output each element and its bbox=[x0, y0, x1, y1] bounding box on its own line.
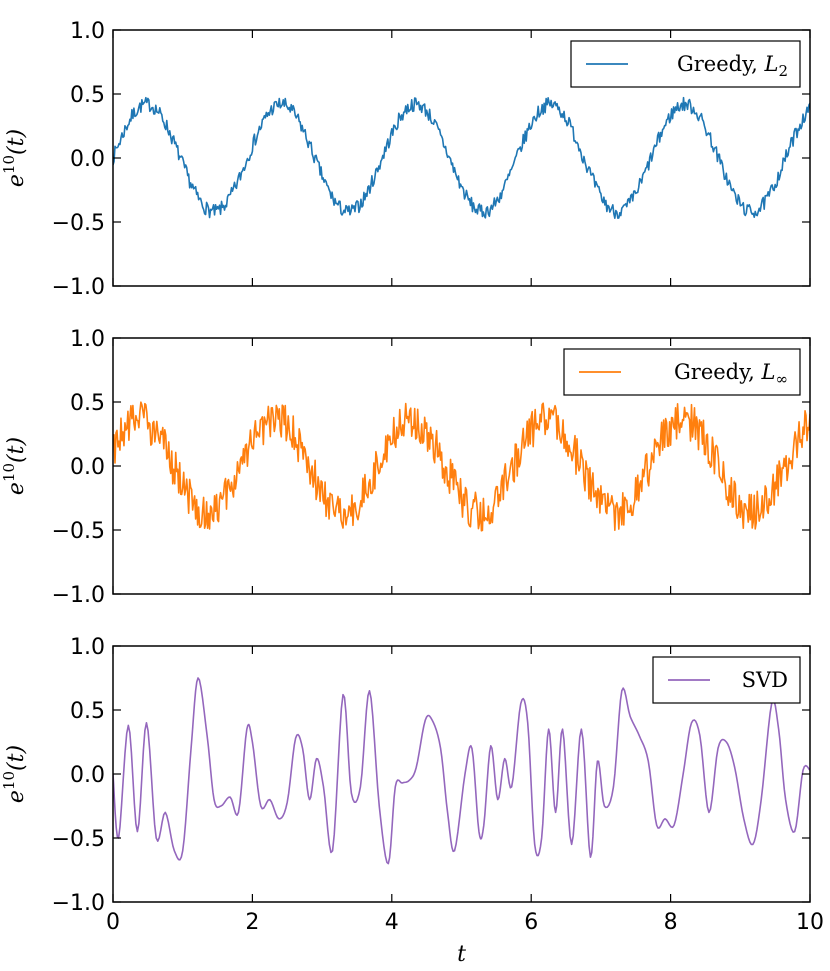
y-tick-label: 0.5 bbox=[70, 391, 105, 416]
x-tick-label: 10 bbox=[796, 910, 824, 935]
series-line bbox=[113, 401, 810, 532]
x-tick-label: 8 bbox=[664, 910, 678, 935]
y-label-base: e bbox=[4, 482, 29, 495]
legend-sub: ∞ bbox=[776, 370, 789, 388]
x-tick-label: 0 bbox=[106, 910, 120, 935]
panel-1: 1.0 0.5 0.0 −0.5 −1.0 e10(t) Greedy, L2 bbox=[0, 19, 811, 300]
legend: SVD bbox=[652, 656, 801, 704]
y-tick-label: −0.5 bbox=[52, 211, 105, 236]
legend-text: Greedy, bbox=[677, 52, 765, 76]
y-label-rest: (t) bbox=[4, 129, 29, 155]
x-tick-label: 2 bbox=[245, 910, 259, 935]
x-tick-label: 4 bbox=[385, 910, 399, 935]
legend-math: L bbox=[764, 52, 779, 76]
y-label-sup: 10 bbox=[0, 463, 18, 482]
y-tick-label: 1.0 bbox=[70, 19, 105, 44]
y-tick-label: −1.0 bbox=[52, 583, 105, 608]
y-tick-label: −0.5 bbox=[52, 519, 105, 544]
legend-text: Greedy, bbox=[674, 360, 762, 384]
y-tick-label: −0.5 bbox=[52, 827, 105, 852]
y-axis-label: e10(t) bbox=[0, 129, 29, 187]
legend: Greedy, L2 bbox=[570, 40, 801, 88]
y-tick-label: 0.5 bbox=[70, 699, 105, 724]
y-tick-label: 0.0 bbox=[70, 455, 105, 480]
x-tick-label: 6 bbox=[524, 910, 538, 935]
y-label-base: e bbox=[4, 790, 29, 803]
legend-label: Greedy, L∞ bbox=[674, 360, 788, 388]
y-label-sup: 10 bbox=[0, 155, 18, 174]
y-tick-label: 0.0 bbox=[70, 763, 105, 788]
y-axis-label: e10(t) bbox=[0, 437, 29, 495]
y-label-sup: 10 bbox=[0, 771, 18, 790]
y-tick-label: −1.0 bbox=[52, 275, 105, 300]
y-tick-label: 1.0 bbox=[70, 635, 105, 660]
y-tick-label: −1.0 bbox=[52, 891, 105, 916]
panel-2: 1.0 0.5 0.0 −0.5 −1.0 e10(t) Greedy, L∞ bbox=[0, 327, 811, 608]
y-label-rest: (t) bbox=[4, 745, 29, 771]
legend-label: SVD bbox=[742, 668, 788, 692]
y-label-rest: (t) bbox=[4, 437, 29, 463]
series-line bbox=[113, 677, 810, 865]
y-tick-label: 0.5 bbox=[70, 83, 105, 108]
series-line bbox=[113, 96, 810, 219]
y-axis-label: e10(t) bbox=[0, 745, 29, 803]
x-axis-label: t bbox=[457, 942, 466, 967]
legend-math: L bbox=[761, 360, 776, 384]
legend-text: SVD bbox=[742, 668, 788, 692]
y-tick-label: 1.0 bbox=[70, 327, 105, 352]
legend-sub: 2 bbox=[778, 62, 788, 80]
legend: Greedy, L∞ bbox=[563, 348, 801, 396]
y-label-base: e bbox=[4, 174, 29, 187]
y-tick-label: 0.0 bbox=[70, 147, 105, 172]
legend-label: Greedy, L2 bbox=[677, 52, 788, 80]
